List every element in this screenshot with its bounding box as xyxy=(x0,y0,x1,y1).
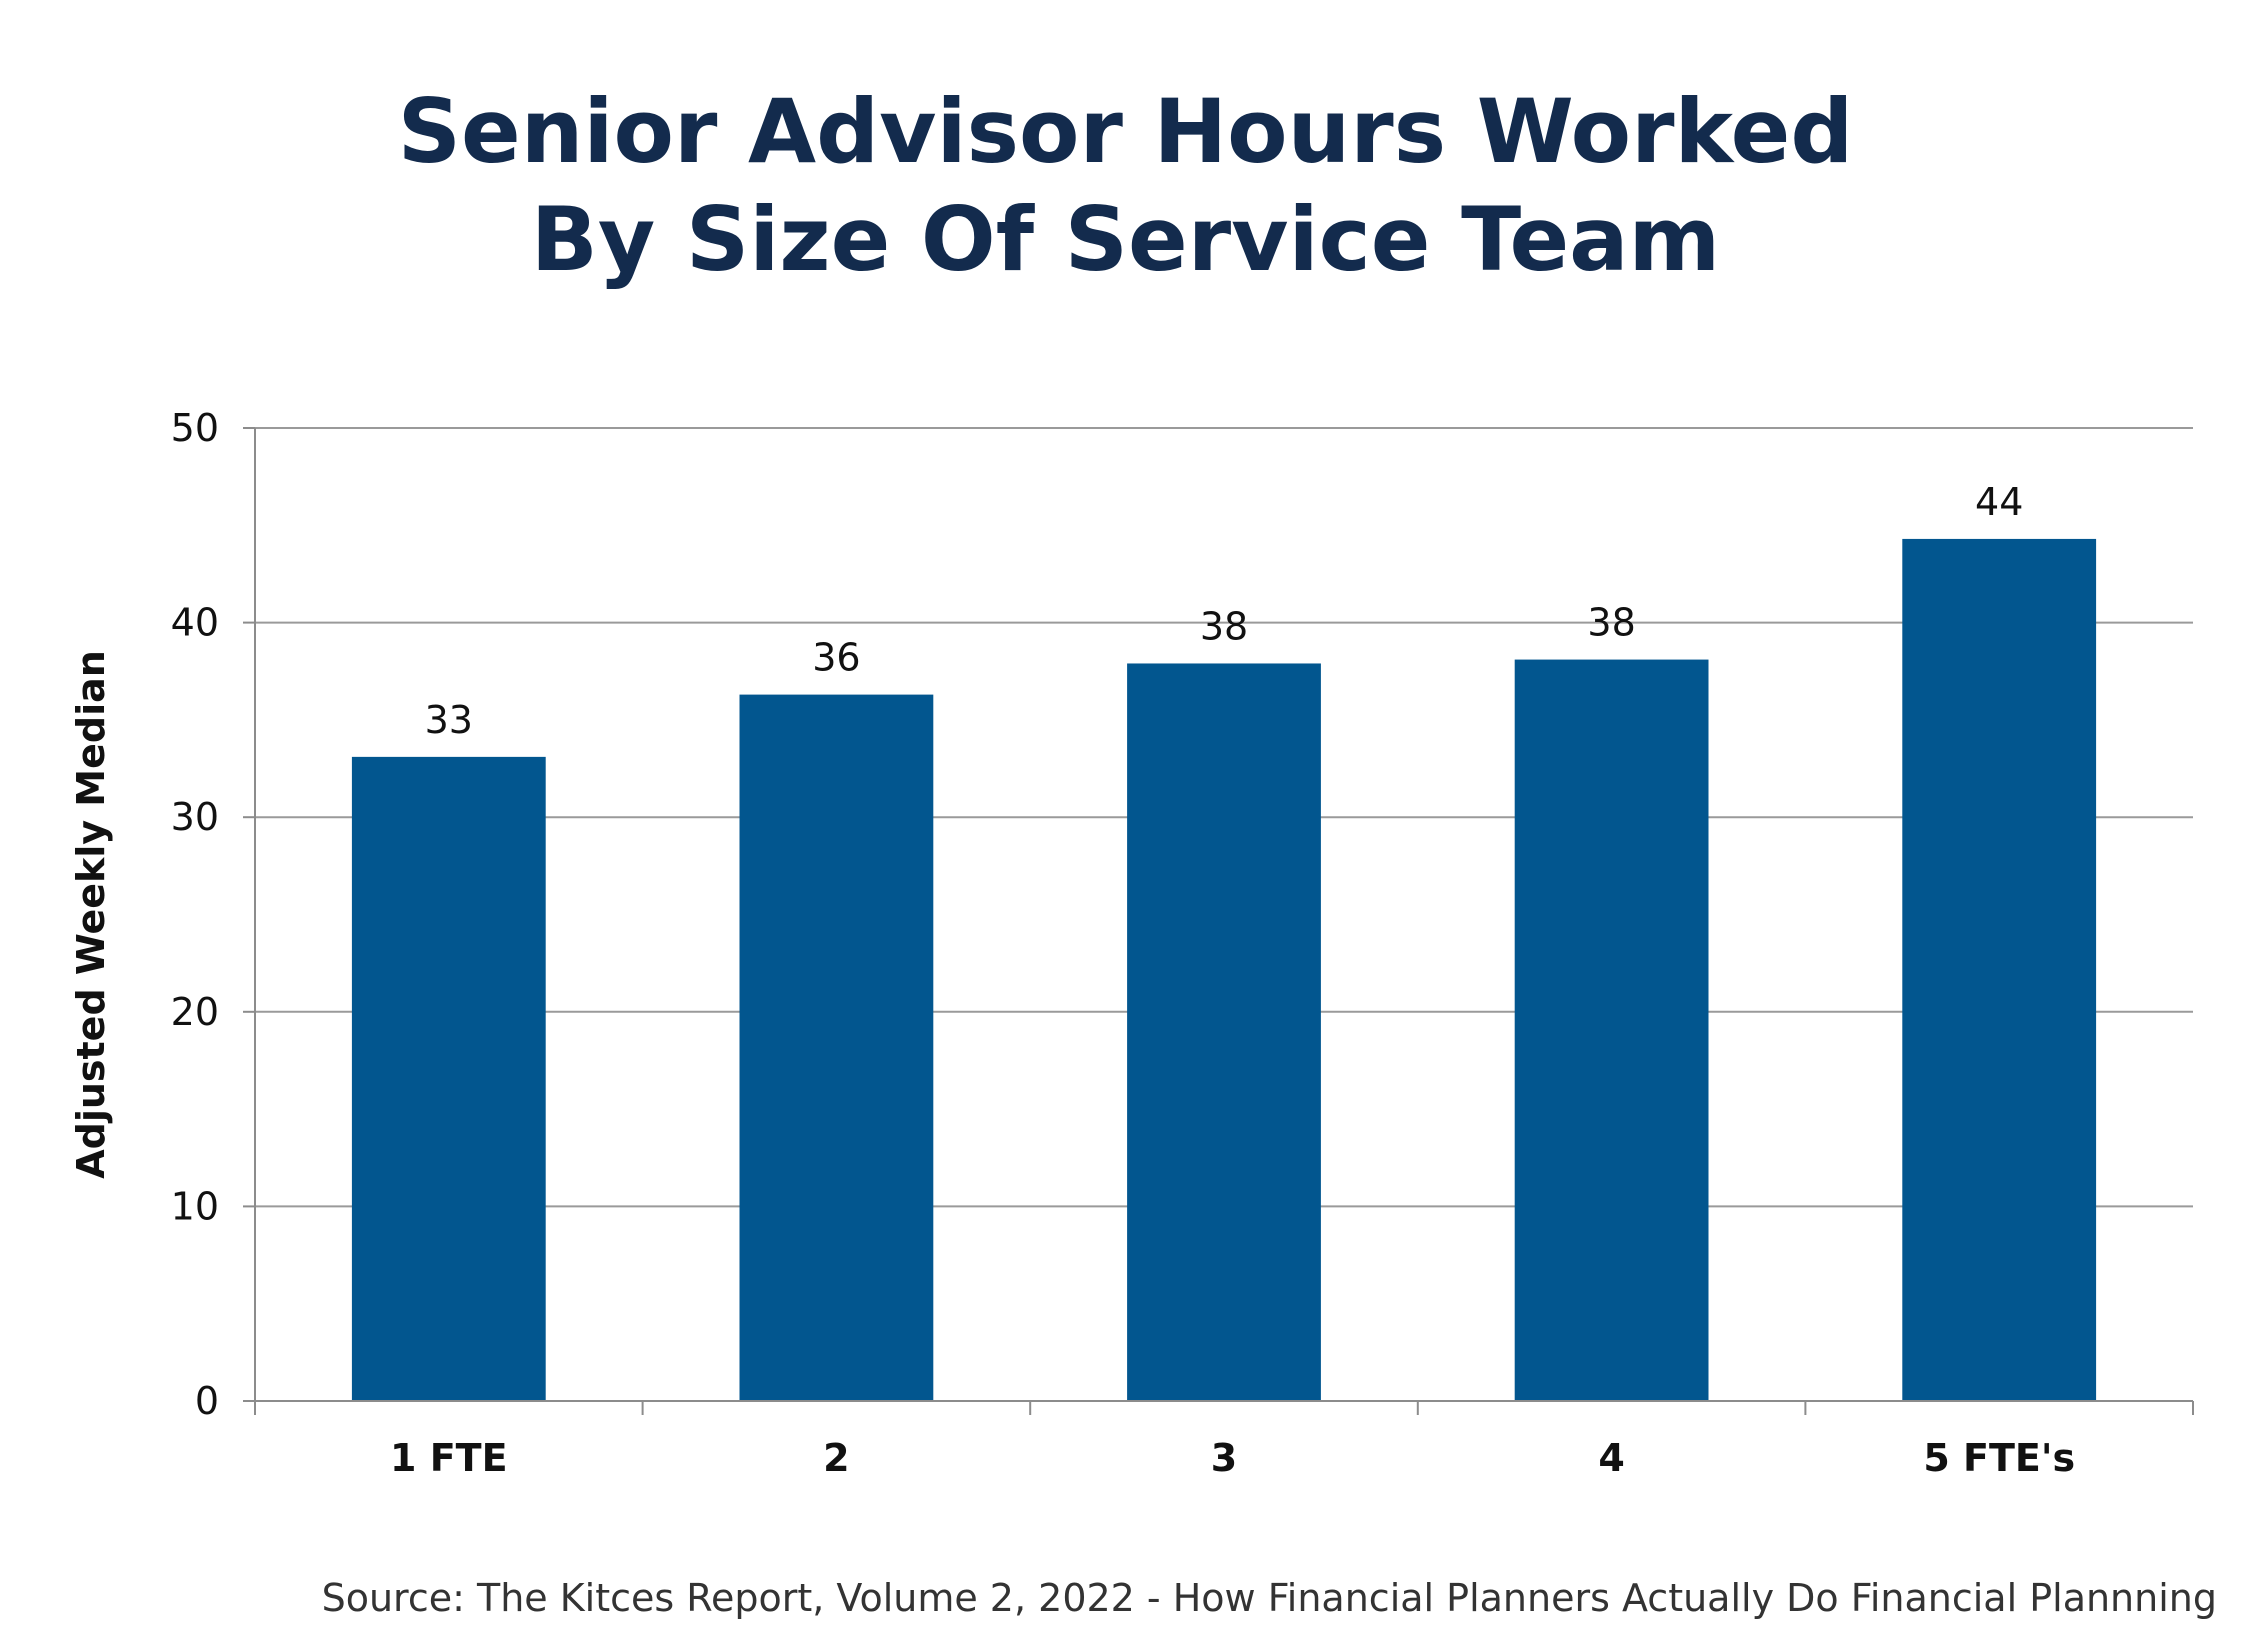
source-note: Source: The Kitces Report, Volume 2, 202… xyxy=(321,1576,2217,1620)
y-tick-label-10: 10 xyxy=(171,1184,219,1228)
bar-4 xyxy=(1514,659,1709,1401)
chart-title-line-1: Senior Advisor Hours Worked xyxy=(397,80,1854,183)
bar-2 xyxy=(739,694,934,1401)
data-label-3: 38 xyxy=(1200,604,1248,648)
y-tick-label-40: 40 xyxy=(171,601,219,645)
y-tick-label-50: 50 xyxy=(171,406,219,450)
data-label-4: 38 xyxy=(1587,601,1635,645)
data-label-1: 33 xyxy=(425,698,473,742)
y-axis-title: Adjusted Weekly Median xyxy=(69,650,113,1179)
x-tick-label-1: 1 FTE xyxy=(390,1436,508,1480)
bars xyxy=(351,538,2097,1401)
bar-3 xyxy=(1127,663,1321,1401)
x-tick-label-4: 4 xyxy=(1598,1436,1624,1480)
bar-5 xyxy=(1902,538,2097,1401)
x-tick-label-5: 5 FTE's xyxy=(1923,1436,2075,1480)
bar-1 xyxy=(351,756,546,1401)
data-label-2: 36 xyxy=(812,636,860,680)
data-label-5: 44 xyxy=(1975,480,2023,524)
y-tick-label-0: 0 xyxy=(195,1379,219,1423)
y-tick-label-20: 20 xyxy=(171,990,219,1034)
x-tick-label-2: 2 xyxy=(823,1436,849,1480)
y-tick-label-30: 30 xyxy=(171,795,219,839)
axes xyxy=(243,427,2194,1415)
chart-title-line-2: By Size Of Service Team xyxy=(530,188,1721,291)
x-tick-label-3: 3 xyxy=(1211,1436,1237,1480)
